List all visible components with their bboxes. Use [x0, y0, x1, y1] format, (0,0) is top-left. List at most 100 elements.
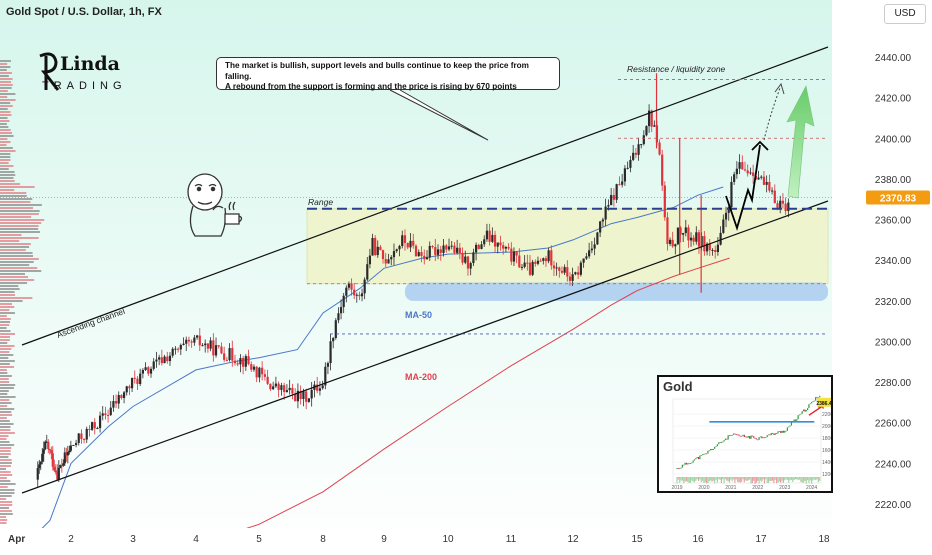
inset-candle [781, 430, 783, 433]
candle-body [682, 232, 685, 235]
inset-candle [785, 430, 787, 432]
volume-bar [0, 417, 7, 419]
volume-bar [0, 411, 12, 413]
inset-candle [734, 433, 736, 435]
inset-candle [790, 422, 793, 426]
inset-candle [763, 437, 766, 439]
candle-body [206, 343, 210, 349]
candle-body [566, 267, 569, 277]
candle-body [225, 359, 228, 361]
candle-body [403, 235, 407, 243]
channel-lower-line [21, 200, 829, 494]
volume-bar [0, 282, 28, 284]
inset-volume-bar [714, 477, 716, 484]
candle-body [493, 234, 497, 247]
volume-bar [0, 504, 13, 506]
candle-body [160, 357, 163, 364]
inset-volume-bar [731, 477, 733, 482]
inset-volume-bar [766, 477, 768, 483]
projection-arrows [389, 82, 815, 231]
candle-body [332, 338, 335, 342]
volume-bar [0, 399, 10, 401]
inset-candle [804, 409, 806, 412]
candle-body [190, 341, 193, 343]
candle-body [679, 227, 682, 235]
candle-body [261, 367, 264, 375]
ascending-channel [21, 46, 829, 494]
inset-candle [691, 462, 693, 464]
inset-volume-bar [728, 477, 731, 483]
candle-body [334, 320, 337, 339]
candle-body [60, 465, 63, 467]
volume-bar [0, 438, 7, 440]
volume-bar [0, 384, 16, 386]
candle-body [528, 262, 532, 275]
inset-candle [780, 431, 782, 433]
chart-title: Gold Spot / U.S. Dollar, 1h, FX [6, 6, 162, 18]
candle-body [63, 452, 66, 464]
inset-candle [684, 462, 686, 465]
ma200-label: MA-200 [405, 372, 437, 382]
candle-body [233, 360, 237, 364]
candle-body [171, 348, 174, 356]
candle-body [201, 345, 204, 347]
moving-averages [35, 186, 730, 542]
candle-body [244, 356, 247, 367]
candle-body [272, 386, 275, 390]
x-tick-label: 17 [755, 534, 767, 545]
candle-body [182, 343, 185, 345]
candle-body [266, 376, 269, 384]
candle-body [544, 258, 548, 262]
inset-volume-bar [809, 477, 811, 481]
inset-candle [679, 468, 681, 469]
inset-x-tick: 2020 [698, 485, 709, 491]
volume-bar [0, 339, 10, 341]
candle-body [48, 449, 51, 451]
volume-bar [0, 114, 12, 116]
volume-bar [0, 390, 9, 392]
candle-body [676, 227, 680, 245]
candle-body [57, 467, 60, 480]
currency-button[interactable]: USD [884, 4, 926, 24]
volume-bar [0, 387, 14, 389]
inset-candle [750, 435, 752, 439]
volume-bar [0, 492, 15, 494]
x-tick-label: 3 [130, 534, 136, 545]
inset-candle [771, 432, 774, 434]
inset-volume-bar [730, 477, 732, 480]
inset-volume-bar [804, 477, 806, 481]
candle-body [477, 244, 480, 249]
candle-body [228, 348, 231, 361]
inset-x-tick: 2019 [671, 485, 682, 491]
inset-volume-bar [747, 477, 749, 481]
candle-body [329, 341, 332, 364]
candle-body [209, 340, 212, 349]
volume-bar [0, 117, 8, 119]
volume-bar [0, 522, 7, 524]
candle-body [439, 249, 442, 253]
inset-volume-bar [808, 477, 810, 484]
candle-body [510, 248, 513, 262]
inset-volume-bar [771, 477, 774, 481]
inset-volume-bar [680, 477, 682, 481]
volume-bar [0, 87, 12, 89]
inset-candle [727, 435, 729, 440]
volume-bar [0, 408, 15, 410]
candle-body [387, 259, 390, 264]
volume-bar [0, 231, 41, 233]
volume-bar [0, 507, 9, 509]
candle-body [98, 415, 102, 429]
projection-dotted [763, 87, 781, 141]
candle-body [542, 258, 545, 261]
volume-bar [0, 105, 13, 107]
candle-body [223, 353, 226, 360]
inset-volume-bar [685, 477, 688, 482]
volume-bar [0, 297, 33, 299]
inset-volume-bar [798, 477, 801, 480]
candle-body [101, 413, 104, 416]
candle-body [615, 184, 618, 200]
candle-body [294, 393, 297, 402]
inset-candle [761, 436, 763, 439]
